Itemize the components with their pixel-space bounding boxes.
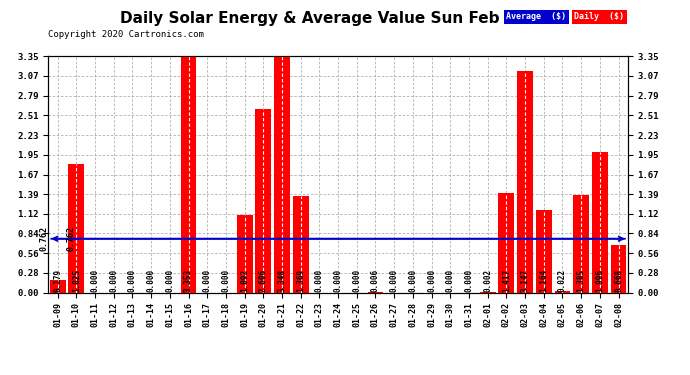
Text: 0.000: 0.000 bbox=[147, 269, 156, 292]
Text: 0.000: 0.000 bbox=[128, 269, 137, 292]
Text: 0.000: 0.000 bbox=[446, 269, 455, 292]
Text: 3.348: 3.348 bbox=[277, 269, 286, 292]
Bar bbox=[498, 193, 514, 292]
Text: 0.022: 0.022 bbox=[558, 269, 567, 292]
Text: 0.000: 0.000 bbox=[427, 269, 436, 292]
Text: 0.179: 0.179 bbox=[53, 269, 62, 292]
Bar bbox=[611, 245, 627, 292]
Text: 0.762: 0.762 bbox=[39, 226, 48, 251]
Text: 0.000: 0.000 bbox=[333, 269, 343, 292]
Bar bbox=[255, 109, 271, 292]
Text: Copyright 2020 Cartronics.com: Copyright 2020 Cartronics.com bbox=[48, 30, 204, 39]
Bar bbox=[517, 70, 533, 292]
Text: 0.002: 0.002 bbox=[483, 269, 492, 292]
Text: Daily Solar Energy & Average Value Sun Feb 9 13:51: Daily Solar Energy & Average Value Sun F… bbox=[121, 11, 569, 26]
Text: 3.147: 3.147 bbox=[520, 269, 529, 292]
Bar bbox=[592, 152, 608, 292]
Text: 0.000: 0.000 bbox=[109, 269, 118, 292]
Text: 2.606: 2.606 bbox=[259, 269, 268, 292]
Text: 0.000: 0.000 bbox=[390, 269, 399, 292]
Text: 1.825: 1.825 bbox=[72, 269, 81, 292]
Text: 1.369: 1.369 bbox=[296, 269, 305, 292]
Bar bbox=[555, 291, 571, 292]
Text: 0.000: 0.000 bbox=[408, 269, 417, 292]
Text: 1.417: 1.417 bbox=[502, 269, 511, 292]
Text: Daily  ($): Daily ($) bbox=[575, 12, 624, 21]
Text: 0.668: 0.668 bbox=[614, 269, 623, 292]
Text: 1.996: 1.996 bbox=[595, 269, 604, 292]
Text: 0.000: 0.000 bbox=[353, 269, 362, 292]
Text: 1.385: 1.385 bbox=[577, 269, 586, 292]
Bar bbox=[68, 164, 84, 292]
Text: 0.000: 0.000 bbox=[166, 269, 175, 292]
Bar bbox=[293, 196, 308, 292]
Bar bbox=[536, 210, 552, 292]
Text: 0.000: 0.000 bbox=[464, 269, 473, 292]
Text: 1.164: 1.164 bbox=[540, 269, 549, 292]
Bar bbox=[50, 280, 66, 292]
Text: 0.006: 0.006 bbox=[371, 269, 380, 292]
Bar bbox=[181, 56, 197, 292]
Text: 0.000: 0.000 bbox=[221, 269, 230, 292]
Bar bbox=[237, 216, 253, 292]
Text: 0.000: 0.000 bbox=[203, 269, 212, 292]
Bar bbox=[573, 195, 589, 292]
Text: 0.762: 0.762 bbox=[67, 226, 76, 251]
Text: 0.000: 0.000 bbox=[90, 269, 99, 292]
Bar bbox=[274, 56, 290, 292]
Text: 3.353: 3.353 bbox=[184, 269, 193, 292]
Text: 1.092: 1.092 bbox=[240, 269, 249, 292]
Text: Average  ($): Average ($) bbox=[506, 12, 566, 21]
Text: 0.000: 0.000 bbox=[315, 269, 324, 292]
